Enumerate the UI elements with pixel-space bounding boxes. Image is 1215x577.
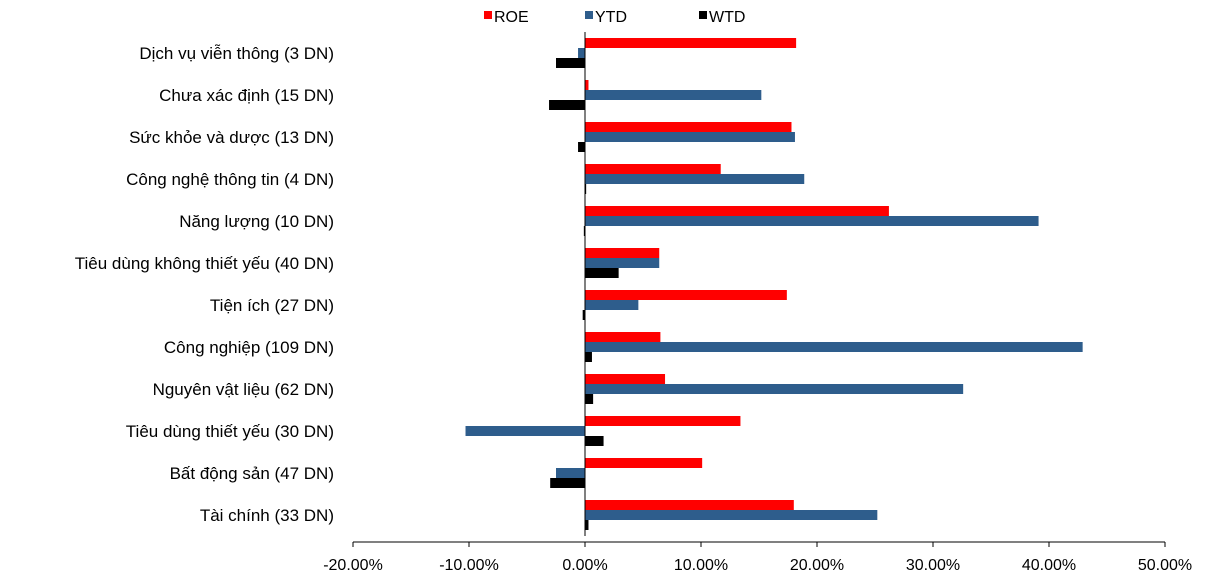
bar-roe — [585, 500, 794, 510]
bar-roe — [585, 122, 792, 132]
bars — [465, 38, 1083, 530]
category-label: Tiện ích (27 DN) — [210, 296, 334, 315]
bar-wtd — [556, 58, 585, 68]
legend-swatch-wtd — [699, 11, 707, 19]
category-label: Bất động sản (47 DN) — [170, 464, 334, 483]
bar-roe — [585, 206, 889, 216]
legend-swatch-roe — [484, 11, 492, 19]
legend-label-roe: ROE — [494, 9, 529, 26]
bar-wtd — [585, 268, 619, 278]
x-tick-label: 0.00% — [562, 557, 607, 574]
bar-roe — [585, 38, 797, 48]
bar-roe — [585, 458, 703, 468]
bar-ytd — [585, 174, 805, 184]
bar-roe — [585, 290, 787, 300]
bar-wtd — [582, 310, 585, 320]
bar-wtd — [550, 478, 585, 488]
category-label: Công nghệ thông tin (4 DN) — [126, 170, 334, 189]
bar-ytd — [465, 426, 585, 436]
category-label: Nguyên vật liệu (62 DN) — [153, 380, 334, 399]
bar-ytd — [585, 258, 660, 268]
category-label: Công nghiệp (109 DN) — [164, 338, 334, 357]
legend-label-ytd: YTD — [595, 9, 627, 26]
bar-wtd — [585, 520, 589, 530]
legend-label-wtd: WTD — [709, 9, 745, 26]
x-tick-label: 20.00% — [790, 557, 844, 574]
bar-wtd — [585, 184, 587, 194]
category-label: Tài chính (33 DN) — [200, 506, 334, 525]
x-tick-label: -20.00% — [323, 557, 383, 574]
category-label: Tiêu dùng không thiết yếu (40 DN) — [75, 254, 334, 273]
bar-ytd — [585, 216, 1039, 226]
category-label: Năng lượng (10 DN) — [179, 212, 334, 231]
bar-wtd — [585, 436, 604, 446]
bar-ytd — [585, 132, 795, 142]
bar-ytd — [556, 468, 585, 478]
legend-swatch-ytd — [585, 11, 593, 19]
bar-ytd — [585, 342, 1083, 352]
category-labels: Dịch vụ viễn thông (3 DN) Chưa xác định (… — [75, 44, 334, 525]
bar-ytd — [585, 384, 964, 394]
category-label: Sức khỏe và dược (13 DN) — [129, 128, 334, 147]
bar-roe — [585, 164, 721, 174]
axes — [352, 32, 1166, 547]
x-tick-label: 40.00% — [1022, 557, 1076, 574]
bar-roe — [585, 332, 661, 342]
x-tick-label: 10.00% — [674, 557, 728, 574]
x-tick-labels: -20.00% -10.00% 0.00% 10.00% 20.00% 30.00% 40.… — [323, 557, 1192, 574]
bar-roe — [585, 80, 589, 90]
bar-wtd — [585, 352, 592, 362]
bar-ytd — [578, 48, 585, 58]
bar-ytd — [585, 90, 762, 100]
bar-roe — [585, 248, 660, 258]
bar-ytd — [585, 510, 878, 520]
chart-legend: ROE YTD WTD — [484, 9, 745, 26]
bar-roe — [585, 416, 741, 426]
x-tick-label: 30.00% — [906, 557, 960, 574]
category-label: Dịch vụ viễn thông (3 DN) — [139, 44, 334, 63]
x-tick-label: 50.00% — [1138, 557, 1192, 574]
x-tick-label: -10.00% — [439, 557, 499, 574]
bar-ytd — [585, 300, 639, 310]
bar-wtd — [583, 226, 585, 236]
bar-roe — [585, 374, 666, 384]
bar-wtd — [578, 142, 585, 152]
category-label: Tiêu dùng thiết yếu (30 DN) — [126, 422, 334, 441]
bar-wtd — [585, 394, 594, 404]
category-label: Chưa xác định (15 DN) — [159, 86, 334, 105]
bar-wtd — [549, 100, 585, 110]
